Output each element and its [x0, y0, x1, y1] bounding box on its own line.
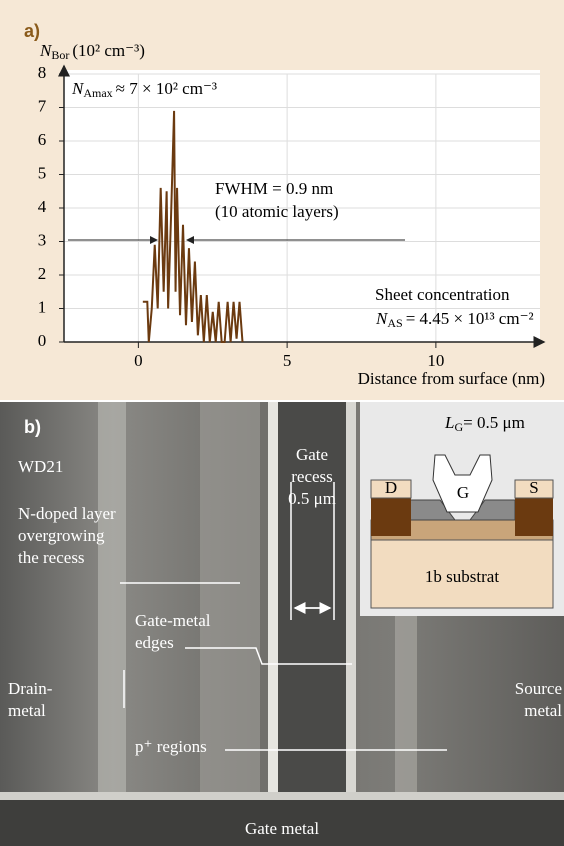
label: 0.5 μm [288, 489, 336, 508]
unit: (10² cm⁻³) [72, 41, 145, 60]
symbol: N [71, 79, 85, 98]
photo-edge [0, 792, 564, 800]
x-tick-label: 10 [427, 351, 444, 370]
label: Gate metal [245, 819, 319, 838]
drain-contact [371, 498, 411, 536]
y-tick-label: 1 [38, 297, 47, 316]
panel-label: b) [24, 417, 41, 437]
gate-metal [0, 800, 564, 846]
drain-pad [370, 479, 412, 499]
label: metal [524, 701, 562, 720]
x-tick-label: 5 [283, 351, 292, 370]
label: edges [135, 633, 174, 652]
text: ≈ 7 × 10² cm⁻³ [116, 79, 217, 98]
fwhm-note: (10 atomic layers) [215, 202, 339, 221]
panel-label: a) [24, 21, 40, 41]
gate-label: G [457, 483, 469, 502]
symbol: N [39, 41, 53, 60]
photo-stripe [200, 402, 260, 802]
x-axis-label: Distance from surface (nm) [358, 369, 545, 388]
substrate [370, 539, 554, 609]
y-axis-label: NBor (10² cm⁻³) [39, 41, 145, 62]
label: metal [8, 701, 46, 720]
y-tick-label: 0 [38, 331, 47, 350]
subscript: AS [387, 316, 402, 330]
source-contact [515, 498, 553, 536]
sheet-value: NAS = 4.45 × 10¹³ cm⁻² [375, 309, 534, 330]
subscript: Bor [51, 48, 69, 62]
source: S [529, 478, 538, 497]
inset: D S G 1b substrat LG= 0.5 μm [360, 402, 564, 616]
substrate-label: 1b substrat [425, 567, 499, 586]
x-tick-label: 0 [134, 351, 143, 370]
sample: WD21 [18, 457, 63, 476]
symbol: N [375, 309, 389, 328]
label: the recess [18, 548, 85, 567]
drain: D [385, 478, 397, 497]
label: Source [515, 679, 562, 698]
y-tick-label: 7 [38, 96, 47, 115]
sheet: Sheet concentration [375, 285, 510, 304]
source-pad [514, 479, 554, 499]
y-tick-label: 5 [38, 163, 47, 182]
symbol: L [444, 413, 454, 432]
y-tick-label: 8 [38, 63, 47, 82]
labels: N-doped layer overgrowing the recess Gat… [8, 445, 562, 838]
label: Drain- [8, 679, 53, 698]
label: p⁺ regions [135, 737, 207, 756]
pointers [120, 482, 447, 751]
y-tick-label: 2 [38, 264, 47, 283]
label: recess [291, 467, 333, 486]
photo-stripe [98, 402, 126, 822]
y-tick-label: 3 [38, 230, 47, 249]
label: Gate-metal [135, 611, 211, 630]
gate-length: LG= 0.5 μm [444, 413, 525, 434]
subscript: G [454, 420, 463, 434]
gate [432, 454, 493, 513]
y-tick-label: 4 [38, 197, 47, 216]
photo-edge [346, 402, 356, 802]
text: = 0.5 μm [463, 413, 525, 432]
y-tick-label: 6 [38, 130, 47, 149]
label: N-doped layer [18, 504, 116, 523]
peak-annotation: NAmax ≈ 7 × 10² cm⁻³ [71, 79, 217, 100]
plot-area [64, 70, 540, 342]
line [142, 110, 244, 343]
photo-stripe [395, 600, 417, 820]
subscript: Amax [83, 86, 112, 100]
photo-edge [268, 402, 278, 802]
label: overgrowing [18, 526, 105, 545]
label: Gate [296, 445, 328, 464]
fwhm: FWHM = 0.9 nm [215, 179, 333, 198]
text: = 4.45 × 10¹³ cm⁻² [406, 309, 534, 328]
